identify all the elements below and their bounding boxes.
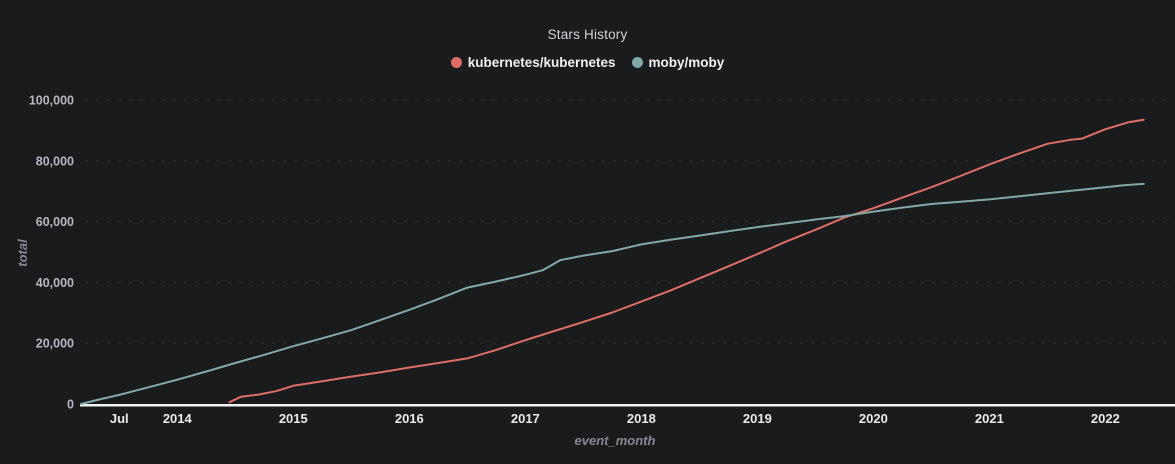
series-line-moby[interactable] — [80, 182, 1145, 405]
y-tick-label: 40,000 — [36, 276, 74, 290]
legend-label: moby/moby — [648, 55, 725, 70]
series-line-kubernetes[interactable] — [228, 118, 1145, 404]
y-tick-label: 80,000 — [36, 154, 74, 168]
legend: kubernetes/kubernetes moby/moby — [0, 55, 1175, 70]
x-tick-label: 2017 — [511, 411, 540, 426]
y-tick-label: 20,000 — [36, 337, 74, 351]
legend-item-kubernetes[interactable]: kubernetes/kubernetes — [450, 55, 616, 70]
x-axis-title: event_month — [574, 433, 656, 448]
chart-title: Stars History — [547, 27, 628, 42]
legend-dot-kubernetes — [450, 57, 462, 68]
x-tick-label: 2015 — [279, 411, 308, 426]
y-tick-label: 100,000 — [29, 94, 74, 108]
x-tick-label: 2016 — [395, 411, 424, 426]
legend-label: kubernetes/kubernetes — [467, 55, 616, 70]
x-tick-label: 2014 — [163, 411, 193, 426]
y-tick-label: 0 — [67, 398, 74, 412]
y-axis-title: total — [15, 239, 30, 267]
legend-item-moby[interactable]: moby/moby — [631, 55, 725, 70]
x-tick-label: 2022 — [1091, 411, 1120, 426]
x-tick-label: 2018 — [627, 411, 656, 426]
x-tick-label: 2021 — [975, 411, 1004, 426]
x-tick-label: Jul — [110, 411, 129, 426]
legend-dot-moby — [631, 57, 643, 68]
x-tick-label: 2020 — [859, 411, 888, 426]
y-tick-label: 60,000 — [36, 215, 74, 229]
x-tick-label: 2019 — [743, 411, 772, 426]
